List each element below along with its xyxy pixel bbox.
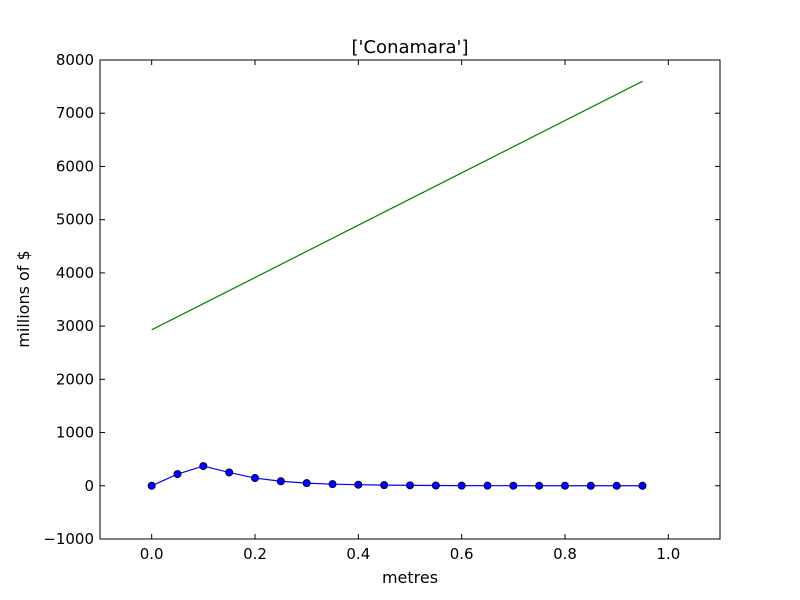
- y-tick-label: 4000: [56, 264, 94, 282]
- data-point: [199, 462, 208, 471]
- data-point: [586, 481, 595, 490]
- data-point: [457, 481, 466, 490]
- x-tick-label: 0.8: [553, 545, 577, 563]
- y-tick-label: 2000: [56, 370, 94, 388]
- data-point: [535, 481, 544, 490]
- x-tick-label: 0.4: [346, 545, 370, 563]
- y-tick-label: 3000: [56, 317, 94, 335]
- x-tick-label: 1.0: [656, 545, 680, 563]
- series-line-1: [151, 80, 643, 331]
- data-point: [561, 481, 570, 490]
- x-axis: 0.0 0.2 0.4 0.6 0.8 1.0: [140, 60, 680, 563]
- data-point: [509, 481, 518, 490]
- y-axis: −1000 0 1000 2000 3000 4000 5000 6000 7000 8000: [43, 51, 720, 548]
- data-point: [405, 481, 414, 490]
- y-tick-label: −1000: [43, 530, 94, 548]
- x-tick-label: 0.2: [243, 545, 267, 563]
- plot-frame: [99, 59, 721, 540]
- data-point: [147, 481, 156, 490]
- plot-area: [99, 59, 721, 540]
- data-point: [612, 481, 621, 490]
- y-tick-label: 5000: [56, 211, 94, 229]
- y-tick-label: 8000: [56, 51, 94, 69]
- y-tick-label: 0: [84, 477, 94, 495]
- y-axis-label: millions of $: [14, 250, 33, 347]
- data-point: [354, 480, 363, 489]
- y-tick-label: 6000: [56, 157, 94, 175]
- x-axis-label: metres: [382, 568, 438, 587]
- x-tick-label: 0.6: [450, 545, 474, 563]
- data-point: [483, 481, 492, 490]
- data-point: [328, 480, 337, 489]
- chart-title: ['Conamara']: [352, 37, 469, 58]
- data-point: [276, 477, 285, 486]
- data-point: [225, 468, 234, 477]
- data-point: [431, 481, 440, 490]
- data-point: [302, 479, 311, 488]
- series-line-0: [151, 465, 643, 487]
- y-tick-label: 7000: [56, 104, 94, 122]
- data-point: [380, 481, 389, 490]
- data-point: [173, 470, 182, 479]
- y-tick-label: 1000: [56, 424, 94, 442]
- data-point: [250, 474, 259, 483]
- data-point: [638, 481, 647, 490]
- x-tick-label: 0.0: [140, 545, 164, 563]
